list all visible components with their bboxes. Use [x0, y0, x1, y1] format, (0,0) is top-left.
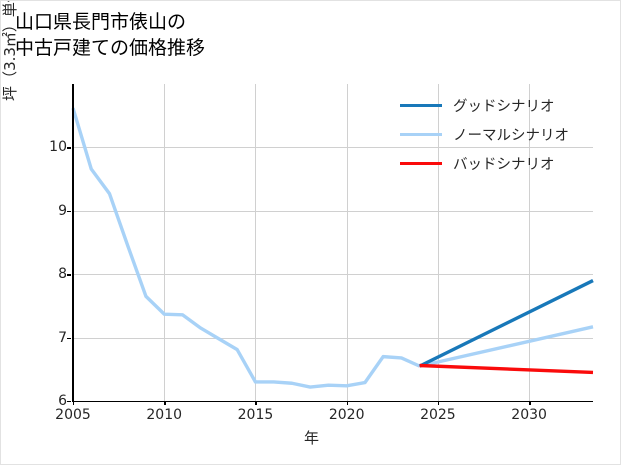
- legend-item-bad[interactable]: バッドシナリオ: [400, 149, 610, 178]
- x-tick-label: 2020: [328, 407, 365, 423]
- x-tick-mark: [73, 401, 75, 405]
- gridline-vertical: [437, 84, 439, 401]
- y-tick-mark: [67, 274, 71, 276]
- legend-label-bad: バッドシナリオ: [453, 157, 555, 173]
- y-tick-label: 7: [58, 329, 67, 346]
- gridline-horizontal: [73, 337, 593, 339]
- chart-legend: グッドシナリオ ノーマルシナリオ バッドシナリオ: [400, 91, 610, 178]
- y-tick-mark: [67, 147, 71, 149]
- x-tick-label: 2005: [55, 407, 91, 423]
- gridline-horizontal: [73, 274, 593, 276]
- y-axis-label: 坪（3.3㎡）単価（万円）: [1, 0, 19, 101]
- gridline-vertical: [164, 84, 166, 401]
- series-line-history: [71, 107, 421, 389]
- series-line-normal: [419, 325, 594, 368]
- x-tick-label: 2015: [237, 407, 274, 423]
- gridline-vertical: [346, 84, 348, 401]
- x-axis-tick-labels: 2005 2010 2015 2020 2025 2030: [55, 407, 593, 427]
- x-tick-mark: [164, 401, 166, 405]
- legend-swatch-normal: [400, 132, 442, 137]
- y-tick-label: 9: [58, 202, 67, 219]
- y-axis-tick-labels: 6 7 8 9 10: [33, 84, 71, 409]
- plot-area: [71, 84, 594, 405]
- x-tick-label: 2025: [420, 407, 456, 423]
- x-tick-mark: [437, 401, 440, 405]
- x-tick-label: 2030: [511, 407, 547, 423]
- x-tick-label: 2010: [146, 407, 183, 423]
- gridline-horizontal: [73, 147, 593, 149]
- series-line-good: [418, 279, 594, 368]
- chart-title: 山口県長門市俵山の 中古戸建ての価格推移: [15, 11, 206, 59]
- legend-item-normal[interactable]: ノーマルシナリオ: [400, 120, 610, 149]
- legend-label-good: グッドシナリオ: [453, 99, 555, 115]
- series-layer: [71, 107, 594, 389]
- x-axis-spine: [72, 400, 593, 403]
- legend-swatch-good: [400, 103, 442, 108]
- gridline-horizontal: [73, 210, 593, 212]
- legend-item-good[interactable]: グッドシナリオ: [400, 91, 610, 120]
- y-tick-mark: [67, 210, 71, 213]
- gridline-vertical: [529, 84, 531, 401]
- y-tick-label: 8: [58, 266, 67, 283]
- y-tick-label: 6: [58, 393, 67, 409]
- legend-swatch-bad: [400, 161, 442, 166]
- y-tick-label: 10: [49, 139, 67, 156]
- y-tick-mark: [67, 337, 71, 339]
- series-line-bad: [419, 363, 594, 375]
- y-tick-mark: [67, 401, 71, 403]
- x-tick-mark: [529, 401, 531, 405]
- x-tick-mark: [346, 401, 349, 405]
- y-axis-spine: [72, 84, 74, 402]
- gridline-vertical: [255, 84, 257, 401]
- x-tick-mark: [255, 401, 257, 405]
- x-axis-label: 年: [303, 429, 319, 447]
- legend-label-normal: ノーマルシナリオ: [453, 128, 569, 144]
